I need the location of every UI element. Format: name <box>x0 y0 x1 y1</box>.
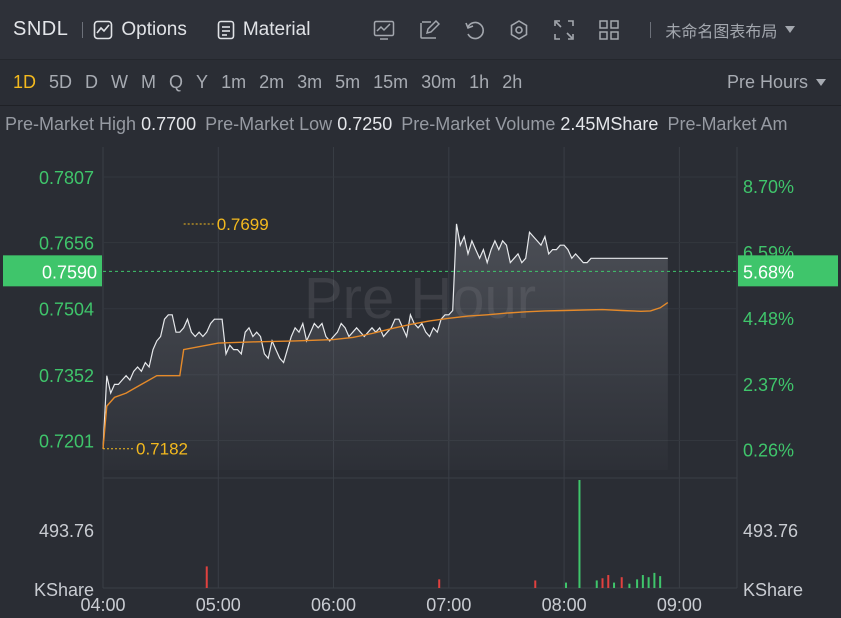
low-label: Pre-Market Low <box>205 114 333 134</box>
x-axis-tick-label: 08:00 <box>542 595 587 615</box>
material-button[interactable]: Material <box>217 18 311 41</box>
volume-axis-value-label: 493.76 <box>39 521 94 541</box>
price-area-fill <box>103 223 668 470</box>
volume-bar <box>595 580 598 588</box>
x-axis-tick-label: 07:00 <box>426 595 471 615</box>
current-price-badge-label: 0.7590 <box>42 262 97 282</box>
period-2h[interactable]: 2h <box>502 72 523 92</box>
period-1m[interactable]: 1m <box>221 72 247 92</box>
period-y[interactable]: Y <box>196 72 209 92</box>
layout-grid-icon[interactable] <box>597 18 621 42</box>
chart-axes: 0.78070.76560.75040.73520.720110.82%8.70… <box>34 168 803 615</box>
volume-bar <box>641 575 644 588</box>
high-low-markers: 0.7699 0.7182 <box>103 215 269 459</box>
current-price-badge <box>3 255 102 287</box>
period-5m[interactable]: 5m <box>335 72 361 92</box>
volume-bar <box>628 583 631 588</box>
fullscreen-icon[interactable] <box>552 18 576 42</box>
high-value: 0.7700 <box>141 114 197 134</box>
volume-axis-unit-label: KShare <box>34 580 94 600</box>
period-bar: 1D 5D D W M Q Y 1m 2m 3m 5m 15m 30m 1h 2… <box>0 60 841 106</box>
options-label: Options <box>121 18 187 40</box>
volume-bar <box>534 580 537 588</box>
layout-select[interactable]: 未命名图表布局 <box>665 18 796 42</box>
material-label: Material <box>242 18 311 40</box>
left-axis-tick-label: 0.7807 <box>39 168 94 188</box>
session-select-label: Pre Hours <box>726 72 808 92</box>
x-axis-tick-label: 04:00 <box>80 595 125 615</box>
period-5d[interactable]: 5D <box>49 72 73 92</box>
average-price-line <box>102 302 669 449</box>
volume-bar <box>636 579 639 588</box>
period-d[interactable]: D <box>85 72 99 92</box>
chart-type-icon[interactable] <box>372 18 396 42</box>
x-axis-tick-label: 05:00 <box>196 595 241 615</box>
stock-symbol[interactable]: SNDL <box>13 18 69 40</box>
layout-select-label: 未命名图表布局 <box>665 23 778 41</box>
volume-value: 2.45MShare <box>560 114 659 134</box>
period-30m[interactable]: 30m <box>421 72 457 92</box>
left-axis-tick-label: 0.7352 <box>39 366 94 386</box>
volume-bar <box>620 577 623 588</box>
volume-bars <box>205 480 662 588</box>
low-marker-label: 0.7182 <box>136 440 188 459</box>
period-m[interactable]: M <box>141 72 157 92</box>
right-axis-tick-label: 0.26% <box>743 441 794 461</box>
volume-bar <box>565 582 568 588</box>
chevron-down-icon <box>816 79 826 86</box>
x-axis-tick-label: 09:00 <box>657 595 702 615</box>
draw-icon[interactable] <box>417 18 441 42</box>
left-axis-tick-label: 0.7201 <box>39 431 94 451</box>
session-select[interactable]: Pre Hours <box>727 72 826 93</box>
toolbar-icon-group <box>372 18 642 42</box>
period-1h[interactable]: 1h <box>469 72 490 92</box>
current-price-line: 0.7590 5.68% <box>3 255 838 287</box>
left-axis-tick-label: 0.7504 <box>39 300 94 320</box>
left-axis-tick-label: 0.7656 <box>39 234 94 254</box>
high-marker-label: 0.7699 <box>217 215 269 234</box>
premarket-info-bar: Pre-Market High 0.7700 Pre-Market Low 0.… <box>0 114 841 138</box>
x-axis-tick-label: 06:00 <box>311 595 356 615</box>
settings-icon[interactable] <box>507 18 531 42</box>
chevron-down-icon <box>785 26 796 33</box>
current-pct-badge-label: 5.68% <box>743 262 794 282</box>
volume-axis-unit-label: KShare <box>743 580 803 600</box>
volume-bar <box>438 579 441 588</box>
undo-icon[interactable] <box>462 18 486 42</box>
options-button[interactable]: Options <box>93 18 187 41</box>
period-3m[interactable]: 3m <box>297 72 323 92</box>
document-icon <box>217 20 235 39</box>
volume-bar <box>647 577 650 588</box>
low-value: 0.7250 <box>337 114 393 134</box>
options-chart-icon <box>94 20 113 39</box>
period-2m[interactable]: 2m <box>259 72 285 92</box>
period-15m[interactable]: 15m <box>373 72 409 92</box>
right-axis-tick-label: 2.37% <box>743 375 794 395</box>
right-axis-tick-label: 6.59% <box>743 243 794 263</box>
volume-bar <box>659 576 662 588</box>
volume-axis-value-label: 493.76 <box>743 521 798 541</box>
period-q[interactable]: Q <box>169 72 184 92</box>
volume-bar <box>205 566 208 588</box>
volume-label: Pre-Market Volume <box>401 114 556 134</box>
volume-bar <box>613 582 616 588</box>
period-1d[interactable]: 1D <box>13 72 37 92</box>
right-axis-tick-label: 4.48% <box>743 309 794 329</box>
current-pct-badge <box>738 255 838 287</box>
price-line <box>102 223 668 449</box>
toolbar-divider <box>82 21 84 38</box>
volume-bar <box>653 572 656 588</box>
right-axis-tick-label: 8.70% <box>743 177 794 197</box>
toolbar-divider-2 <box>650 21 652 38</box>
volume-bar <box>578 480 581 588</box>
top-toolbar: SNDL Options Material 未命名图表布局 <box>0 0 841 60</box>
period-w[interactable]: W <box>111 72 129 92</box>
amount-label: Pre-Market Am <box>667 114 788 134</box>
high-label: Pre-Market High <box>5 114 137 134</box>
volume-bar <box>601 578 604 588</box>
volume-bar <box>607 575 610 588</box>
